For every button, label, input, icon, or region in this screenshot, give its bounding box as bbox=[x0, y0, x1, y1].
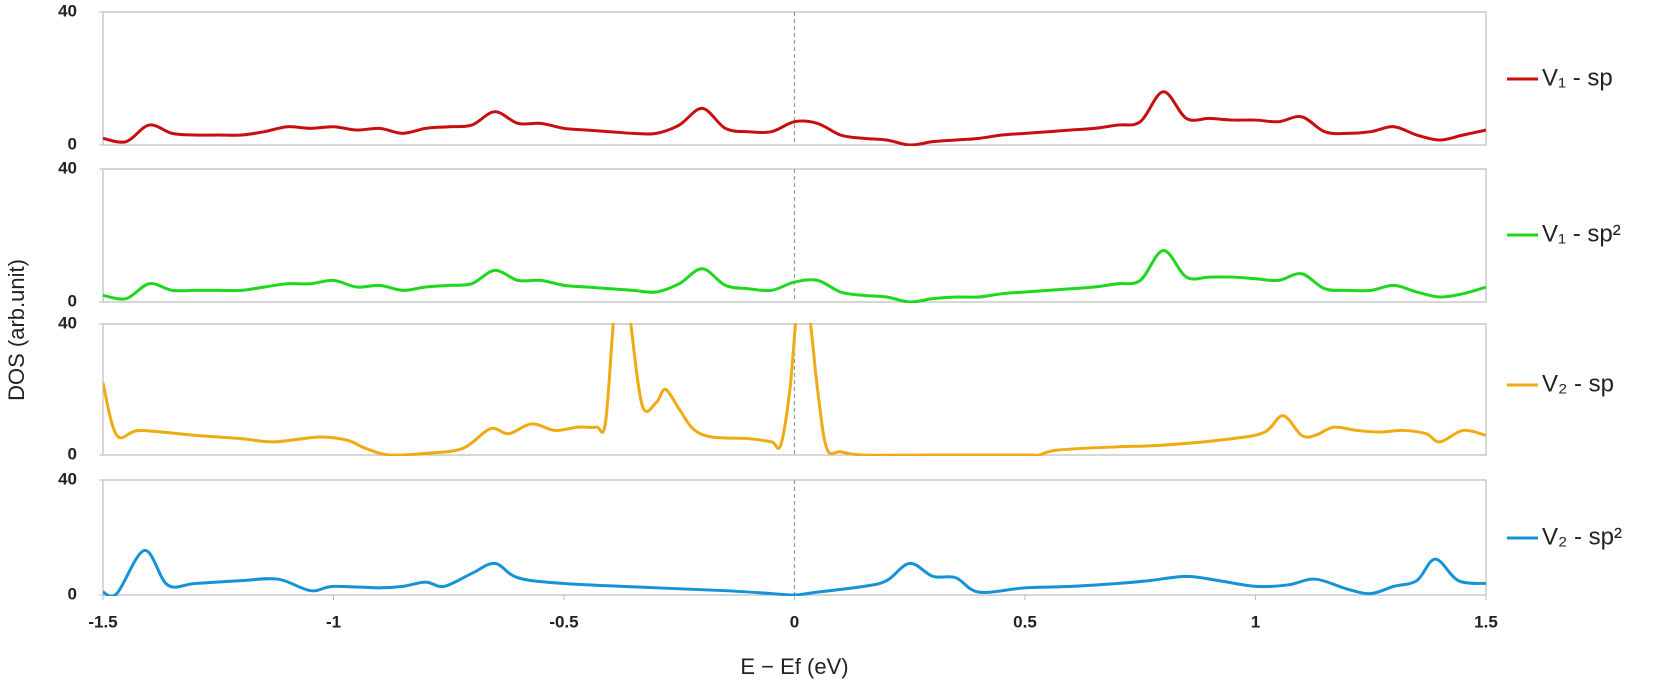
data-line bbox=[103, 90, 1486, 146]
x-tick-label: 0.5 bbox=[1013, 612, 1037, 631]
y-tick-label: 40 bbox=[58, 158, 77, 177]
y-axis-label: DOS (arb.unit) bbox=[4, 259, 29, 401]
data-line bbox=[103, 548, 1486, 596]
x-tick-label: -1 bbox=[326, 612, 341, 631]
y-tick-label: 40 bbox=[58, 1, 77, 20]
x-tick-label: -1.5 bbox=[88, 612, 117, 631]
y-tick-label: 0 bbox=[68, 584, 77, 603]
legend-label: V₂ - sp bbox=[1542, 370, 1614, 397]
data-line bbox=[103, 323, 1486, 456]
y-tick-label: 0 bbox=[68, 134, 77, 153]
y-tick-label: 0 bbox=[68, 444, 77, 463]
x-tick-label: -0.5 bbox=[549, 612, 578, 631]
y-tick-label: 40 bbox=[58, 469, 77, 488]
legend-label: V₁ - sp bbox=[1542, 64, 1613, 91]
x-tick-label: 0 bbox=[790, 612, 799, 631]
x-tick-label: 1 bbox=[1251, 612, 1260, 631]
legend-label: V₁ - sp² bbox=[1542, 220, 1621, 247]
x-axis-label: E − Ef (eV) bbox=[740, 654, 848, 679]
x-tick-label: 1.5 bbox=[1474, 612, 1498, 631]
y-tick-label: 0 bbox=[68, 291, 77, 310]
legend-label: V₂ - sp² bbox=[1542, 523, 1622, 550]
y-tick-label: 40 bbox=[58, 313, 77, 332]
data-line bbox=[103, 248, 1486, 303]
